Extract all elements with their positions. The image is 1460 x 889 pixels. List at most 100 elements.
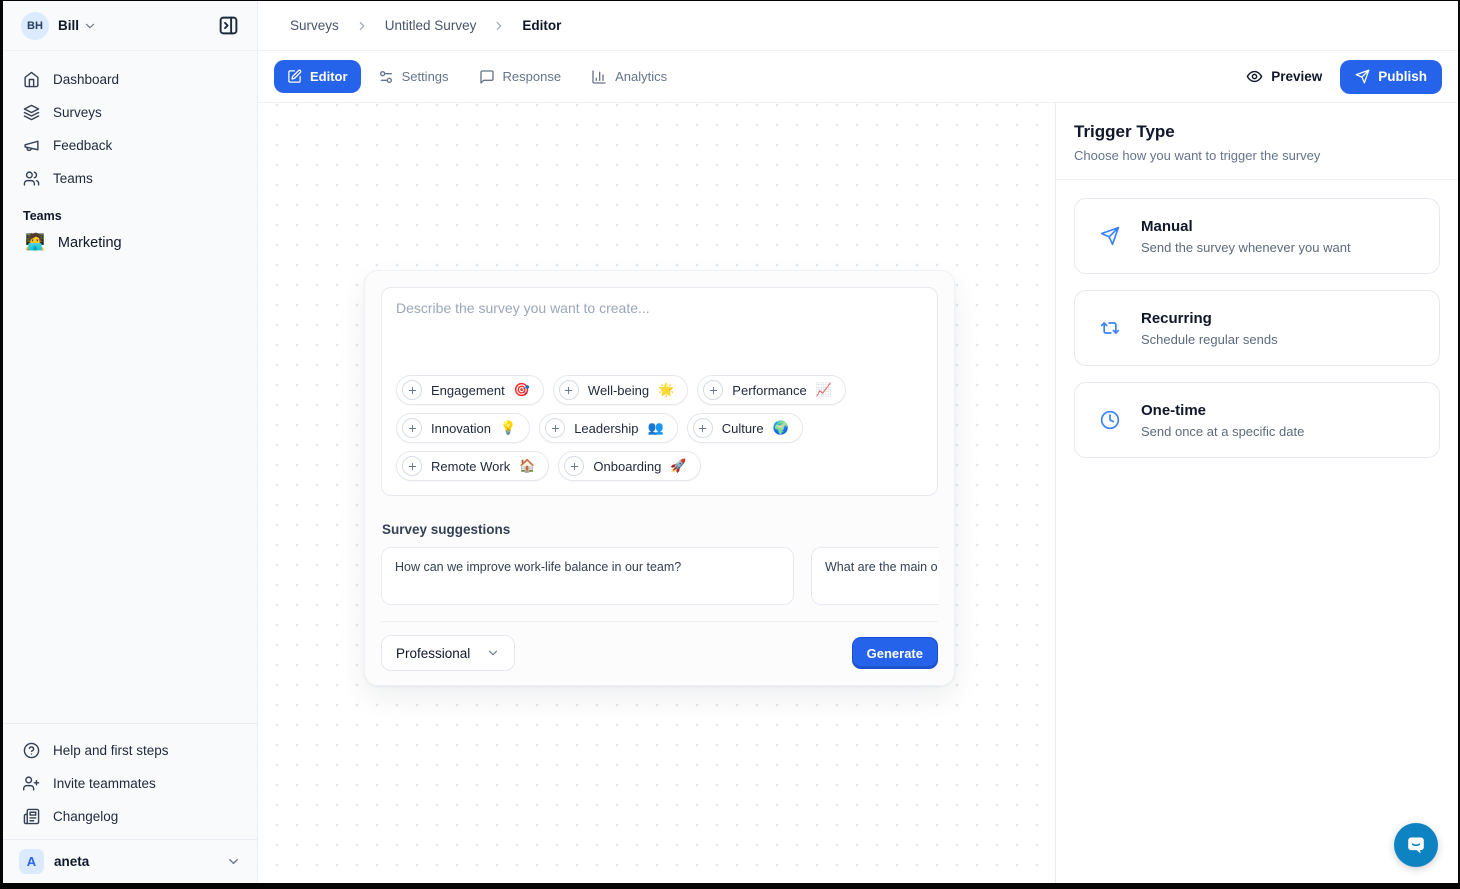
plus-icon [402, 456, 422, 476]
trigger-option-recurring[interactable]: Recurring Schedule regular sends [1074, 290, 1440, 366]
breadcrumb-surveys[interactable]: Surveys [290, 18, 339, 33]
sidebar-item-label: Help and first steps [53, 743, 169, 758]
tab-analytics[interactable]: Analytics [578, 60, 680, 94]
ai-survey-builder-card: Engagement 🎯 Well-being 🌟 Performance [364, 270, 955, 686]
newspaper-icon [23, 808, 40, 825]
topic-chip-remote-work[interactable]: Remote Work 🏠 [396, 451, 550, 481]
tab-label: Editor [310, 69, 348, 84]
topic-chip-innovation[interactable]: Innovation 💡 [396, 413, 531, 443]
tab-settings[interactable]: Settings [365, 60, 462, 94]
sidebar-item-label: Invite teammates [53, 776, 156, 791]
preview-button[interactable]: Preview [1246, 68, 1322, 85]
repeat-icon [1100, 318, 1120, 338]
tone-select[interactable]: Professional [381, 635, 516, 671]
option-description: Send once at a specific date [1141, 423, 1305, 439]
topic-chip-onboarding[interactable]: Onboarding 🚀 [558, 451, 701, 481]
chip-label: Leadership [574, 420, 639, 436]
toolbar-actions: Preview Publish [1246, 59, 1442, 94]
house-emoji-icon: 🏠 [519, 458, 536, 473]
suggestion-card[interactable]: How can we improve work-life balance in … [381, 547, 794, 605]
trigger-options: Manual Send the survey whenever you want… [1056, 180, 1458, 476]
editor-toolbar: Editor Settings Response Analytics Previ… [258, 51, 1458, 103]
workspace-name[interactable]: Bill [58, 18, 80, 33]
trigger-panel-header: Trigger Type Choose how you want to trig… [1056, 103, 1458, 180]
workspace-header: BH Bill [3, 1, 257, 51]
trigger-option-one-time[interactable]: One-time Send once at a specific date [1074, 382, 1440, 458]
sidebar-item-surveys[interactable]: Surveys [13, 96, 247, 129]
sidebar-item-label: Changelog [53, 809, 119, 824]
user-plus-icon [23, 776, 40, 791]
chevron-down-icon [486, 646, 500, 660]
sidebar-item-invite[interactable]: Invite teammates [13, 767, 247, 800]
topic-chip-leadership[interactable]: Leadership 👥 [539, 413, 678, 443]
chevron-down-icon [226, 854, 241, 869]
tab-response[interactable]: Response [466, 60, 575, 94]
prompt-box: Engagement 🎯 Well-being 🌟 Performance [381, 287, 938, 496]
option-title: Recurring [1141, 309, 1212, 327]
preview-label: Preview [1271, 69, 1323, 84]
sidebar-item-help[interactable]: Help and first steps [13, 734, 247, 767]
suggestions-title: Survey suggestions [382, 522, 511, 537]
chat-bubble-icon [1408, 837, 1424, 854]
bulb-emoji-icon: 💡 [500, 420, 517, 435]
topic-chip-engagement[interactable]: Engagement 🎯 [396, 375, 544, 405]
topic-chip-performance[interactable]: Performance 📈 [697, 375, 846, 405]
globe-emoji-icon: 🌍 [772, 420, 789, 435]
user-avatar: A [19, 849, 44, 874]
sidebar-nav: Dashboard Surveys Feedback Teams [3, 51, 257, 195]
workspace-avatar[interactable]: BH [21, 11, 49, 40]
user-menu[interactable]: A aneta [3, 839, 257, 883]
target-emoji-icon: 🎯 [513, 382, 530, 397]
plus-icon [564, 456, 585, 476]
breadcrumb-untitled-survey[interactable]: Untitled Survey [384, 18, 477, 33]
sidebar-item-team-marketing[interactable]: 🧑‍💻 Marketing [13, 227, 247, 259]
sidebar-item-dashboard[interactable]: Dashboard [13, 63, 247, 96]
tab-label: Analytics [615, 69, 668, 84]
sidebar-footer-nav: Help and first steps Invite teammates Ch… [3, 723, 257, 839]
plus-icon [558, 380, 579, 400]
option-description: Schedule regular sends [1141, 331, 1278, 347]
chat-launcher-button[interactable] [1394, 823, 1438, 867]
survey-prompt-input[interactable] [396, 300, 923, 366]
chevron-right-icon [492, 19, 506, 33]
breadcrumb: Surveys Untitled Survey Editor [258, 1, 1458, 51]
suggestion-card[interactable]: What are the main ob [811, 547, 938, 605]
plus-icon [703, 380, 724, 400]
sidebar-item-feedback[interactable]: Feedback [13, 129, 247, 162]
sidebar-item-label: Surveys [53, 105, 102, 120]
eye-icon [1246, 70, 1263, 83]
trigger-option-manual[interactable]: Manual Send the survey whenever you want [1074, 198, 1440, 274]
panel-title: Trigger Type [1074, 122, 1175, 141]
teams-section-label: Teams [23, 209, 62, 223]
generate-button[interactable]: Generate [851, 637, 938, 669]
users-icon [23, 171, 40, 186]
publish-button[interactable]: Publish [1340, 59, 1442, 94]
rocket-emoji-icon: 🚀 [670, 458, 687, 473]
user-name: aneta [54, 854, 90, 869]
megaphone-icon [24, 140, 39, 152]
tab-label: Settings [401, 69, 449, 84]
topic-chip-well-being[interactable]: Well-being 🌟 [552, 375, 689, 405]
chip-label: Performance [732, 382, 807, 398]
sidebar-collapse-button[interactable] [213, 11, 243, 41]
suggestions-row: How can we improve work-life balance in … [381, 547, 938, 605]
sidebar-item-label: Feedback [53, 138, 113, 153]
tone-value: Professional [396, 645, 471, 661]
chip-label: Engagement [431, 382, 505, 398]
option-description: Send the survey whenever you want [1141, 239, 1351, 255]
chevron-down-icon[interactable] [83, 19, 97, 33]
chip-label: Culture [721, 420, 764, 436]
sidebar-item-teams[interactable]: Teams [13, 162, 247, 195]
chip-label: Remote Work [431, 458, 511, 474]
panel-subtitle: Choose how you want to trigger the surve… [1074, 148, 1321, 163]
message-square-icon [479, 69, 494, 84]
chart-column-icon [592, 69, 606, 84]
topic-chip-culture[interactable]: Culture 🌍 [686, 413, 803, 443]
tab-editor[interactable]: Editor [274, 60, 361, 93]
survey-canvas[interactable]: Engagement 🎯 Well-being 🌟 Performance [258, 103, 1055, 883]
busts-emoji-icon: 👥 [647, 420, 664, 435]
sidebar-item-changelog[interactable]: Changelog [13, 800, 247, 833]
trigger-type-panel: Trigger Type Choose how you want to trig… [1055, 103, 1458, 883]
chip-label: Innovation [431, 420, 491, 436]
breadcrumb-editor: Editor [522, 18, 562, 33]
